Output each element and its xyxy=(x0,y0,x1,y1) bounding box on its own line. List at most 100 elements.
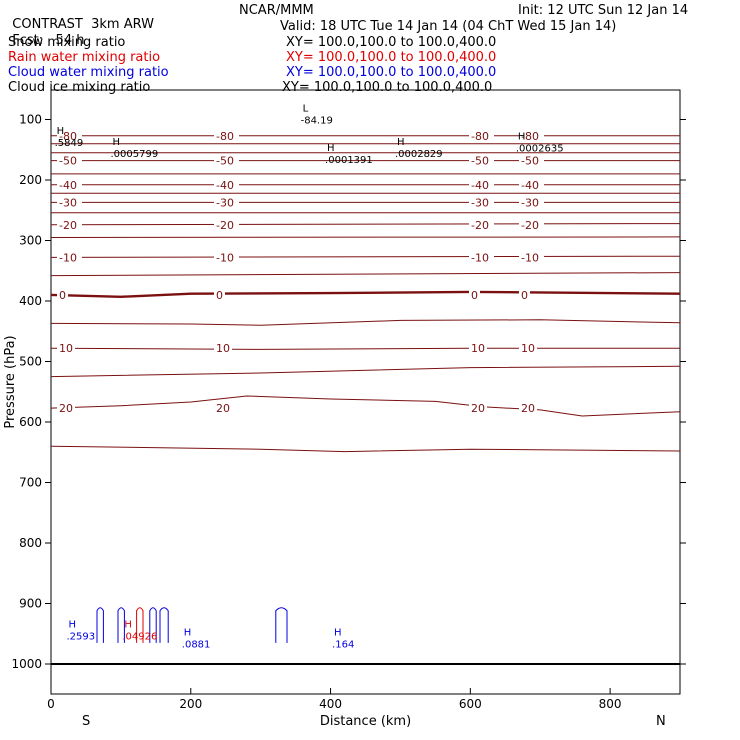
y-tick-label: 200 xyxy=(19,173,42,187)
contour-label--10-0: -10 xyxy=(59,251,77,264)
contour-label--20-0: -20 xyxy=(59,219,77,232)
contour-label-bg xyxy=(57,129,82,142)
cloud-water-contour xyxy=(136,607,144,643)
contour-label-0-0: 0 xyxy=(59,289,66,302)
x-axis-label: Distance (km) xyxy=(320,714,411,729)
contour-label-bg xyxy=(214,154,239,167)
field-cloudice-label: Cloud ice mixing ratio xyxy=(8,80,151,95)
extremum-value: .0881 xyxy=(182,640,211,651)
cloud-water-contour xyxy=(275,607,288,643)
contour-label-20-1: 20 xyxy=(216,402,230,415)
extremum-value: .0005799 xyxy=(111,149,159,160)
contour-label--50-1: -50 xyxy=(216,155,234,168)
contour-label--20-3: -20 xyxy=(521,219,539,232)
contour-label-bg xyxy=(469,196,494,209)
contour-label-bg xyxy=(214,178,239,191)
y-tick-label: 100 xyxy=(19,113,42,127)
contour-label--80-0: -80 xyxy=(59,130,77,143)
contour-label--30-1: -30 xyxy=(216,196,234,209)
x-tick-label: 200 xyxy=(179,697,202,711)
contour-label-bg xyxy=(469,218,494,231)
cloud-water-contour xyxy=(159,607,169,643)
contour-label-bg xyxy=(519,196,544,209)
x-tick-label: 800 xyxy=(599,697,622,711)
contour-label-bg xyxy=(519,251,544,264)
field-rain-xy: XY= 100.0,100.0 to 100.0,400.0 xyxy=(286,50,497,65)
contour-label-bg xyxy=(519,129,544,142)
field-cloudice-xy: XY= 100.0,100.0 to 100.0,400.0 xyxy=(282,80,493,95)
extremum-marker-h: H xyxy=(124,620,132,631)
contour-label--80-2: -80 xyxy=(471,130,489,143)
extremum-marker-l: L xyxy=(303,104,309,115)
contour-label-bg xyxy=(519,342,537,355)
contour-label-bg xyxy=(57,402,75,415)
field-snow-label: Snow mixing ratio xyxy=(8,35,126,50)
contour-label--80-1: -80 xyxy=(216,130,234,143)
temperature-contour-10 xyxy=(50,347,680,350)
extremum-marker-h: H xyxy=(113,137,121,148)
contour-label-10-0: 10 xyxy=(59,342,73,355)
y-tick-label: 500 xyxy=(19,355,42,369)
extremum-value: .164 xyxy=(332,640,354,651)
contour-label-bg xyxy=(469,342,487,355)
contour-label-20-3: 20 xyxy=(521,402,535,415)
contour-label-bg xyxy=(57,154,82,167)
field-cloudwater-xy: XY= 100.0,100.0 to 100.0,400.0 xyxy=(286,65,497,80)
contour-label-bg xyxy=(214,251,239,264)
contour-label--50-0: -50 xyxy=(59,155,77,168)
contour-label--10-2: -10 xyxy=(471,251,489,264)
x-tick-label: 600 xyxy=(459,697,482,711)
extremum-marker-h: H xyxy=(184,628,192,639)
extremum-value: .5849 xyxy=(55,138,84,149)
temperature-contour--20 xyxy=(50,223,681,226)
contour-label--30-3: -30 xyxy=(521,196,539,209)
contour-label-bg xyxy=(214,218,239,231)
contour-label-bg xyxy=(214,196,239,209)
cloud-water-contour xyxy=(96,607,104,643)
contour-label-bg xyxy=(519,402,537,415)
contour-label-bg xyxy=(469,178,494,191)
contour-label-bg xyxy=(469,251,494,264)
contour-label--40-1: -40 xyxy=(216,179,234,192)
field-snow-xy: XY= 100.0,100.0 to 100.0,400.0 xyxy=(286,35,497,50)
y-tick-label: 300 xyxy=(19,234,42,248)
extremum-marker-h: H xyxy=(68,620,76,631)
contour-label--30-0: -30 xyxy=(59,196,77,209)
y-tick-label: 900 xyxy=(19,597,42,611)
extremum-marker-h: H xyxy=(518,131,526,142)
contour-label-10-3: 10 xyxy=(521,342,535,355)
contour-label-bg xyxy=(57,251,82,264)
temperature-contour-25 xyxy=(50,445,681,453)
field-rain-label: Rain water mixing ratio xyxy=(8,50,161,65)
contour-label-bg xyxy=(469,288,480,301)
contour-label-bg xyxy=(57,288,68,301)
y-tick-label: 800 xyxy=(19,536,42,550)
contour-label--80-3: -80 xyxy=(521,130,539,143)
contour-label-bg xyxy=(57,342,75,355)
extremum-value: .04926 xyxy=(122,632,157,643)
contour-label-bg xyxy=(519,288,530,301)
contour-label-20-0: 20 xyxy=(59,402,73,415)
contour-label-10-1: 10 xyxy=(216,342,230,355)
north-label: N xyxy=(656,714,666,729)
contour-label-bg xyxy=(519,218,544,231)
contour-label-bg xyxy=(214,402,232,415)
contour-label-bg xyxy=(57,196,82,209)
contour-label-bg xyxy=(57,178,82,191)
contour-label--30-2: -30 xyxy=(471,196,489,209)
contour-label--40-0: -40 xyxy=(59,179,77,192)
x-tick-label: 0 xyxy=(47,697,55,711)
cloud-water-contour xyxy=(117,607,125,643)
contour-label--50-2: -50 xyxy=(471,155,489,168)
extremum-value: -84.19 xyxy=(301,116,333,127)
x-tick-label: 400 xyxy=(319,697,342,711)
contour-label-bg xyxy=(57,218,82,231)
contour-label-bg xyxy=(469,154,494,167)
cloud-water-contour xyxy=(149,607,157,643)
contour-label-0-2: 0 xyxy=(471,289,478,302)
plot-frame xyxy=(50,89,681,695)
temperature-contour--5 xyxy=(50,272,681,277)
contour-label--10-1: -10 xyxy=(216,251,234,264)
contour-label-10-2: 10 xyxy=(471,342,485,355)
